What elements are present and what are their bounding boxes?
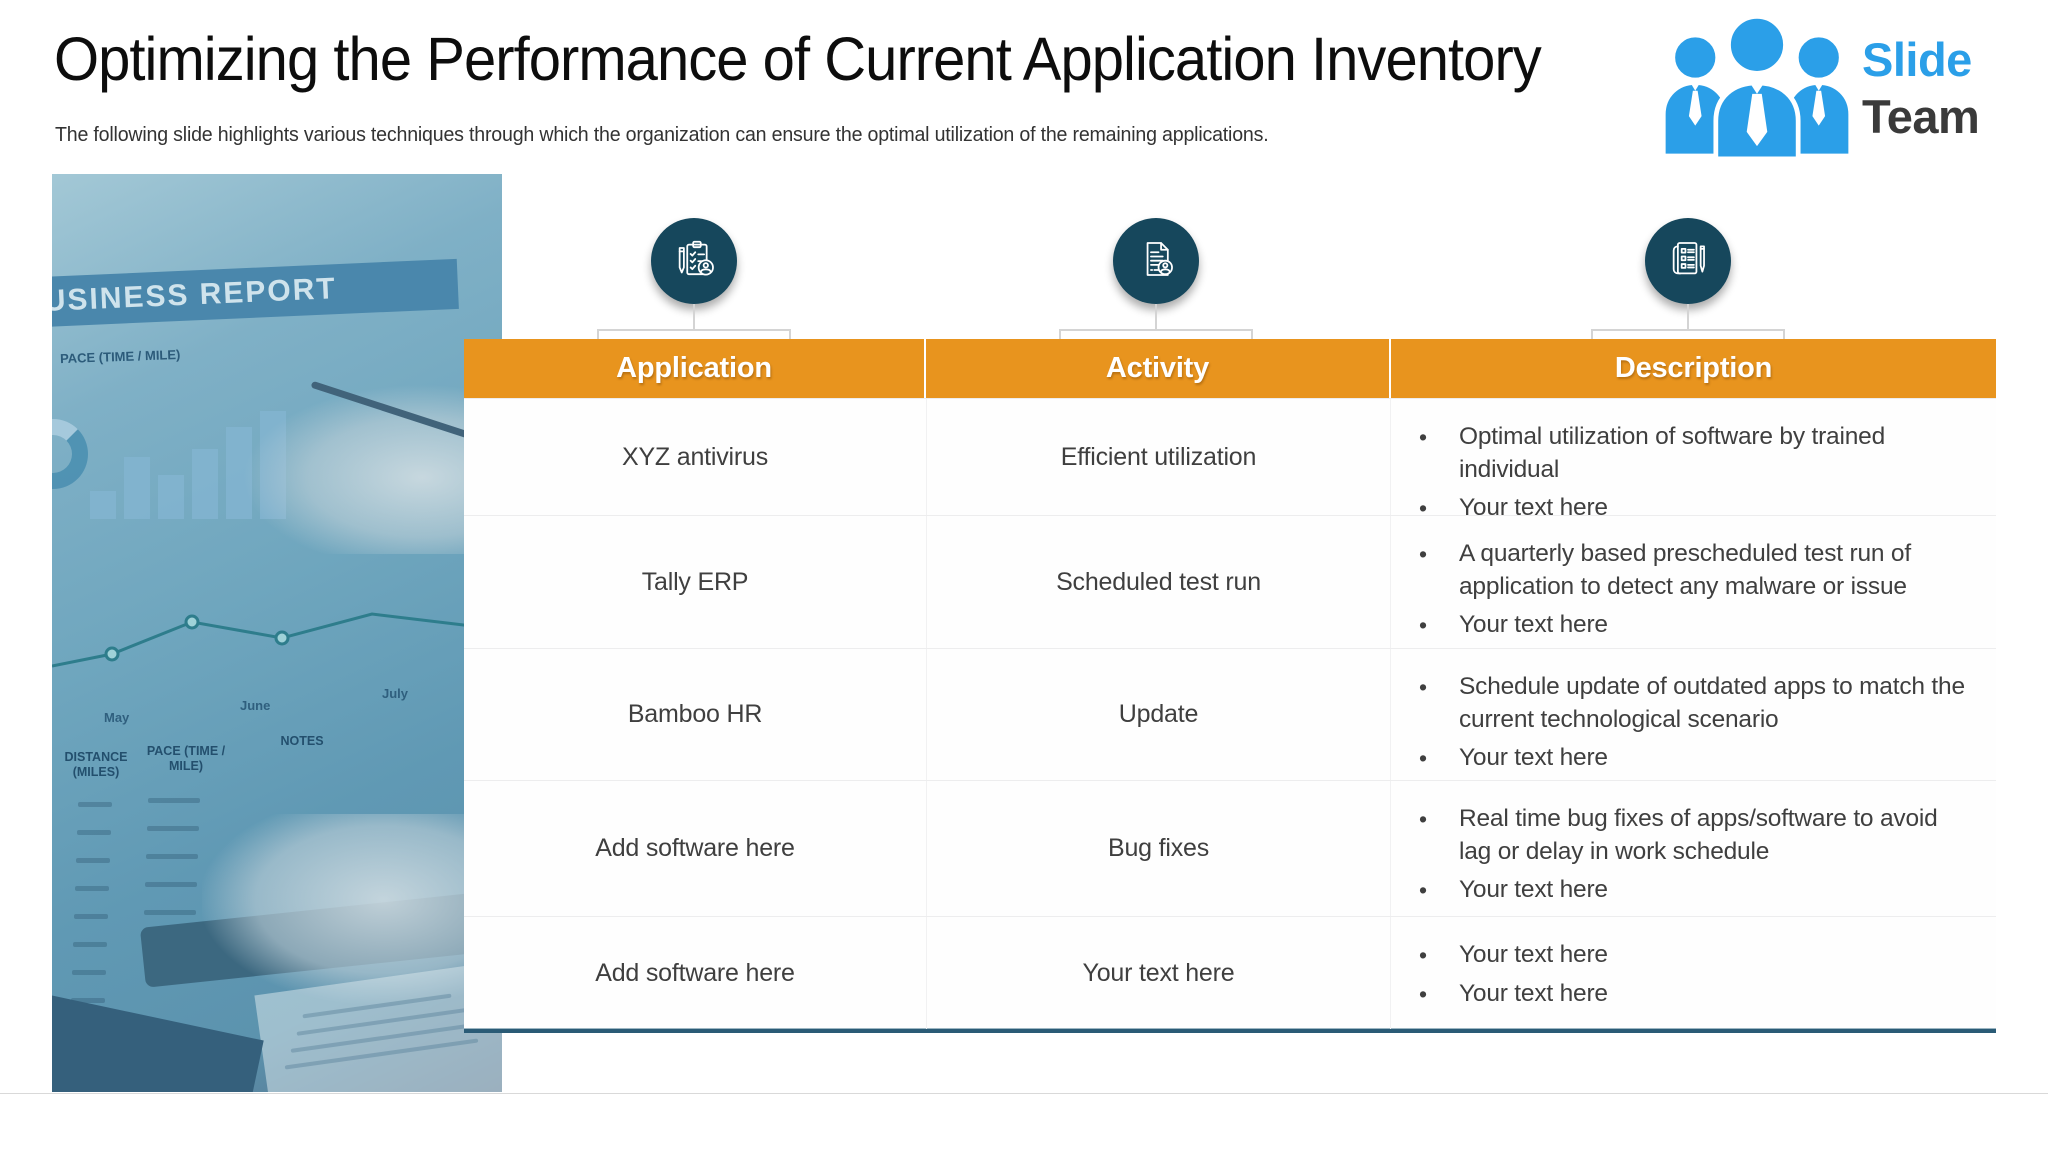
table-row: Add software here Your text here • Your t… (464, 916, 1996, 1029)
photo-banner-text: BUSINESS REPORT (52, 272, 338, 319)
logo-wordmark: Slide Team (1862, 31, 1980, 146)
description-bullet: Optimal utilization of software by train… (1459, 423, 1885, 483)
header-activity: Activity (926, 339, 1389, 398)
activity-cell: Update (926, 649, 1390, 780)
photo-col-notes: NOTES (280, 734, 324, 748)
table-row: XYZ antivirus Efficient utilization • Opt… (464, 398, 1996, 521)
description-bullet: Your text here (1459, 494, 1608, 522)
description-bullet: Your text here (1459, 876, 1608, 904)
bullet-icon: • (1419, 806, 1428, 832)
description-bullet: Your text here (1459, 611, 1608, 639)
header-description: Description (1391, 339, 1996, 398)
photo-hand-with-pen (242, 384, 502, 554)
bullet-icon: • (1419, 674, 1428, 700)
bullet-icon: • (1419, 424, 1428, 450)
table-bottom-accent-line (464, 1029, 1996, 1033)
header-application: Application (464, 339, 924, 398)
description-cell: • A quarterly based prescheduled test run… (1390, 516, 1996, 648)
application-inventory-table: Application Activity Description XYZ ant… (464, 339, 1996, 1033)
table-header-row: Application Activity Description (464, 339, 1996, 398)
logo-word-slide: Slide (1862, 32, 1972, 86)
document-user-icon (1129, 232, 1183, 291)
activity-cell: Bug fixes (926, 781, 1390, 916)
bullet-icon: • (1419, 495, 1428, 522)
notebook-pencil-icon (1661, 232, 1715, 291)
description-bullet: A quarterly based prescheduled test run … (1459, 540, 1911, 600)
bullet-icon: • (1419, 877, 1428, 904)
description-cell: • Real time bug fixes of apps/software to… (1390, 781, 1996, 916)
description-cell: • Schedule update of outdated apps to mat… (1390, 649, 1996, 780)
application-cell: Tally ERP (641, 567, 749, 596)
photo-line-chart (52, 612, 472, 668)
page-subtitle: The following slide highlights various t… (55, 124, 1269, 146)
application-cell: Bamboo HR (627, 700, 763, 728)
bullet-icon: • (1419, 541, 1428, 567)
table-row: Bamboo HR Update • Schedule update of out… (464, 648, 1996, 780)
slideteam-logo: Slide Team (1661, 7, 2042, 170)
application-cell: Add software here (595, 834, 795, 862)
photo-pace-label: PACE (TIME / MILE) (59, 346, 181, 367)
bullet-icon: • (1419, 612, 1428, 639)
page-title: Optimizing the Performance of Current Ap… (54, 25, 1542, 93)
description-bullet: Schedule update of outdated apps to matc… (1459, 673, 1965, 733)
description-cell: • Your text here • Your text here (1390, 917, 1996, 1029)
business-report-photo: BUSINESS REPORT PACE (TIME / MILE) May J… (52, 174, 502, 1092)
activity-cell: Efficient utilization (926, 399, 1390, 515)
logo-word-team: Team (1862, 90, 1980, 143)
photo-col-pace: PACE (TIME / MILE) (146, 744, 226, 773)
page-bottom-divider (0, 1093, 2048, 1094)
application-cell: XYZ antivirus (621, 442, 769, 471)
description-bullet: Your text here (1459, 941, 1608, 968)
description-cell: • Optimal utilization of software by trai… (1390, 399, 1996, 521)
photo-month-july: July (382, 686, 409, 701)
bullet-icon: • (1419, 745, 1428, 772)
activity-cell: Your text here (926, 917, 1390, 1029)
description-bullet: Real time bug fixes of apps/software to … (1459, 805, 1938, 865)
photo-month-may: May (104, 710, 130, 725)
people-logo-icon (1661, 7, 1853, 170)
application-topic-circle (651, 218, 737, 304)
photo-col-distance: DISTANCE (MILES) (64, 750, 128, 779)
clipboard-checklist-user-icon (667, 232, 721, 291)
table-row: Tally ERP Scheduled test run • A quarterl… (464, 515, 1996, 648)
photo-banner: BUSINESS REPORT (52, 258, 459, 328)
photo-month-june: June (240, 698, 271, 713)
description-topic-circle (1645, 218, 1731, 304)
bullet-icon: • (1419, 981, 1428, 1008)
table-row: Add software here Bug fixes • Real time b… (464, 780, 1996, 916)
activity-topic-circle (1113, 218, 1199, 304)
activity-cell: Scheduled test run (926, 516, 1390, 648)
application-cell: Add software here (595, 958, 795, 987)
description-bullet: Your text here (1459, 744, 1608, 772)
bullet-icon: • (1419, 942, 1428, 968)
description-bullet: Your text here (1459, 980, 1608, 1008)
